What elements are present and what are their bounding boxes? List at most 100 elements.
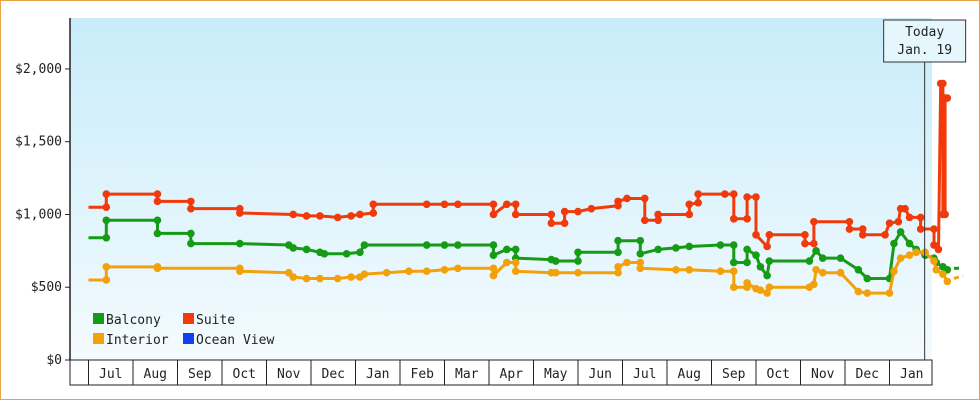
data-point xyxy=(743,215,751,223)
data-point xyxy=(654,216,662,225)
data-point xyxy=(302,274,311,283)
data-point xyxy=(801,231,809,239)
data-point xyxy=(551,268,560,277)
data-point xyxy=(614,197,622,206)
data-point xyxy=(836,254,845,262)
data-point xyxy=(818,268,827,277)
data-point xyxy=(382,268,391,277)
legend-label: Suite xyxy=(196,313,235,328)
y-tick-label: $2,000 xyxy=(15,62,62,77)
data-point xyxy=(930,225,938,233)
data-point xyxy=(752,251,760,260)
data-point xyxy=(614,236,622,245)
data-point xyxy=(901,204,909,213)
data-point xyxy=(743,245,751,254)
series-suite xyxy=(88,79,952,254)
legend-swatch xyxy=(93,333,104,344)
data-point xyxy=(574,207,582,216)
data-point xyxy=(342,249,351,258)
data-point xyxy=(636,264,645,273)
data-point xyxy=(930,257,938,265)
data-point xyxy=(810,239,818,248)
data-point xyxy=(685,210,694,219)
data-point xyxy=(511,210,520,219)
month-label: Feb xyxy=(411,367,435,382)
data-point xyxy=(153,197,162,206)
data-point xyxy=(721,190,729,198)
data-point xyxy=(422,267,431,276)
data-point xyxy=(454,200,462,209)
data-point xyxy=(422,200,431,209)
y-tick-label: $1,000 xyxy=(15,207,62,222)
data-point xyxy=(614,248,622,257)
data-point xyxy=(560,219,569,227)
month-label: Jan xyxy=(366,367,389,382)
data-point xyxy=(805,257,814,265)
data-point xyxy=(916,225,925,233)
data-point xyxy=(763,289,771,297)
data-point xyxy=(333,213,342,222)
legend-label: Interior xyxy=(106,333,169,348)
data-point xyxy=(574,257,582,265)
data-point xyxy=(489,251,498,260)
y-axis: $0 $500 $1,000 $1,500 $2,000 xyxy=(15,18,71,368)
data-point xyxy=(854,265,863,274)
data-point xyxy=(102,190,111,198)
month-label: Apr xyxy=(500,367,524,382)
data-point xyxy=(289,273,298,281)
series-layer xyxy=(88,79,964,297)
data-point xyxy=(654,245,662,254)
month-label: Jun xyxy=(589,367,612,382)
data-point xyxy=(863,274,872,283)
month-label: May xyxy=(544,367,568,382)
data-point xyxy=(763,271,771,280)
data-point xyxy=(360,241,369,249)
data-point xyxy=(489,271,498,280)
month-label: Sep xyxy=(722,367,746,382)
data-point xyxy=(511,258,520,267)
plot-area xyxy=(70,18,932,360)
data-point xyxy=(356,210,364,219)
data-point xyxy=(440,241,449,249)
data-point xyxy=(489,200,498,209)
data-point xyxy=(763,242,771,251)
data-point xyxy=(743,258,751,267)
data-point xyxy=(551,257,560,265)
data-point xyxy=(729,267,738,276)
data-point xyxy=(752,231,760,239)
today-date: Jan. 19 xyxy=(897,43,952,58)
today-box xyxy=(883,19,967,63)
data-point xyxy=(489,210,498,219)
data-point xyxy=(654,210,662,219)
month-label: Mar xyxy=(455,367,479,382)
data-point xyxy=(302,212,311,220)
data-point xyxy=(812,265,820,274)
data-point xyxy=(153,216,162,225)
x-axis-band xyxy=(69,359,933,386)
data-point xyxy=(640,194,649,203)
data-point xyxy=(672,265,680,274)
x-axis: Jul Aug Sep Oct Nov Dec Jan Feb Mar Apr May Jun Jul A… xyxy=(69,359,933,386)
month-label: Dec xyxy=(322,367,345,382)
data-point xyxy=(153,264,162,273)
data-point xyxy=(102,216,111,225)
data-point xyxy=(854,287,863,296)
data-point xyxy=(939,79,947,88)
legend-item: Interior xyxy=(93,333,169,348)
data-point xyxy=(890,239,898,248)
data-point xyxy=(503,258,511,267)
legend: Balcony Suite Interior Ocean View xyxy=(93,313,274,348)
data-point xyxy=(752,193,760,201)
data-point xyxy=(845,217,854,226)
data-point xyxy=(320,249,329,258)
data-point xyxy=(932,265,941,274)
data-point xyxy=(102,233,111,242)
month-label: Oct xyxy=(233,367,256,382)
data-point xyxy=(454,241,462,249)
data-point xyxy=(729,258,738,267)
y-tick-label: $0 xyxy=(46,353,62,368)
data-point xyxy=(574,248,582,257)
data-point xyxy=(756,263,765,271)
data-point xyxy=(845,225,854,233)
month-label: Nov xyxy=(811,367,835,382)
